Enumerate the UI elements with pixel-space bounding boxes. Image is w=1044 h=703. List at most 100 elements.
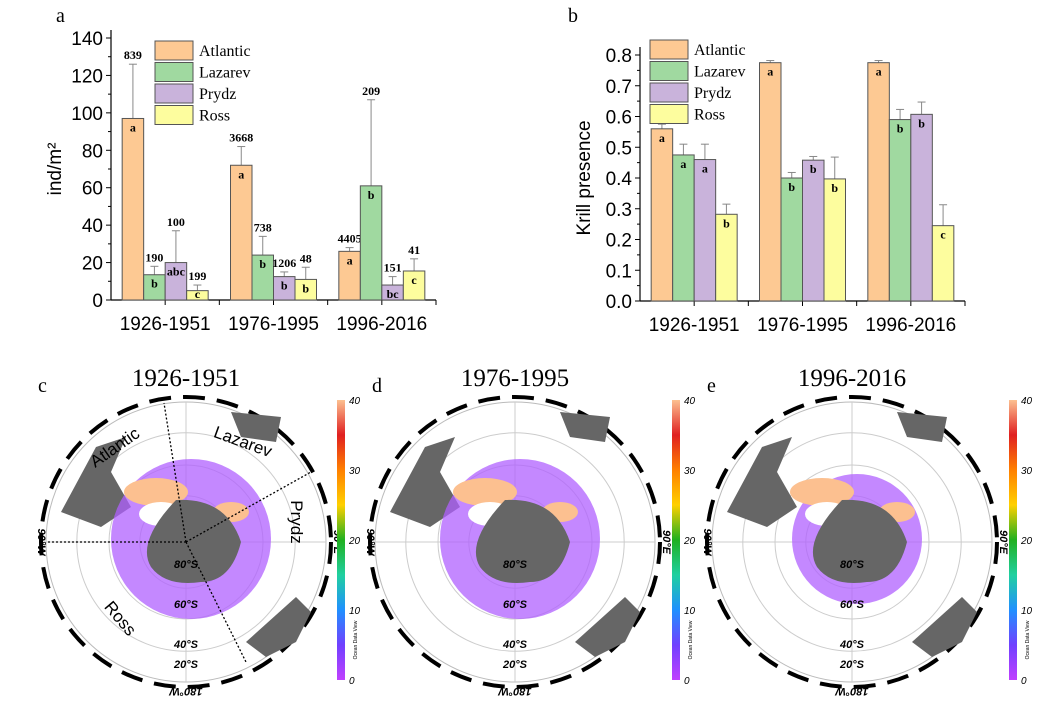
bar-prydz [802, 159, 825, 302]
significance-letter: b [831, 181, 838, 195]
sample-size-label: 190 [145, 250, 163, 264]
label-180w: 180°W [497, 685, 532, 697]
y-tick-label: 60 [82, 179, 103, 200]
y-tick-label: 140 [71, 29, 103, 50]
y-tick-label: 0.8 [606, 46, 632, 67]
map-title: 1976-1995 [461, 365, 569, 392]
bar-prydz [910, 113, 933, 302]
bar-atlantic [121, 117, 145, 301]
odv-credit: Ocean Data View [1025, 620, 1031, 659]
high-density-patch [124, 478, 188, 506]
colorbar-tick-label: 30 [1021, 466, 1033, 477]
colorbar-tick-label: 10 [684, 606, 696, 617]
legend-label: Ross [199, 108, 230, 125]
significance-letter: a [130, 120, 136, 134]
south-america-landmass [61, 437, 131, 527]
significance-letter: c [940, 228, 946, 242]
australia-landmass [912, 597, 977, 657]
bar-atlantic [759, 62, 782, 302]
bar-ross [715, 213, 738, 302]
legend-swatch-ross [649, 104, 689, 124]
colorbar-tick-label: 30 [349, 466, 361, 477]
x-tick-label: 1976-1995 [757, 315, 848, 336]
bar-ross [931, 225, 955, 302]
label-90w: 90°W [701, 528, 713, 557]
sample-size-label: 3668 [229, 131, 253, 145]
y-tick-label: 0.0 [606, 292, 632, 313]
australia-landmass [246, 597, 311, 657]
significance-letter: a [347, 253, 353, 267]
odv-credit: Ocean Data View [688, 620, 694, 659]
colorbar [1009, 400, 1017, 680]
sample-size-label: 4405 [338, 232, 362, 246]
legend-label: Atlantic [199, 43, 251, 60]
bar-ross [402, 270, 426, 301]
bar-lazarev [780, 177, 803, 302]
latitude-label: 80°S [503, 559, 528, 571]
map-title: 1926-1951 [132, 365, 240, 392]
antarctica-landmass [475, 499, 570, 583]
bar-prydz [693, 159, 717, 302]
bar-atlantic [867, 62, 890, 302]
sample-size-label: 839 [124, 48, 142, 62]
panel-label-a: a [56, 5, 65, 27]
y-tick-label: 20 [82, 254, 103, 275]
bar-atlantic [230, 164, 253, 301]
significance-letter: b [259, 257, 266, 271]
legend-label: Atlantic [694, 42, 746, 59]
polar-map-e: 1996-2016 90°W 90°E 180°W 80°S 60°S 40°S 20°S 40… [701, 365, 1033, 697]
sample-size-label: 199 [188, 269, 206, 283]
bar-ross [186, 290, 209, 301]
polar-map-d: 1976-1995 90°W 90°E 180°W 80°S 60°S 40°S 20°S 40… [364, 365, 696, 697]
significance-letter: b [723, 216, 730, 230]
africa-landmass [231, 412, 281, 442]
bar-atlantic [650, 128, 674, 302]
label-90w: 90°W [364, 528, 376, 557]
y-axis-label: Krill presence [574, 120, 595, 235]
significance-letter: b [897, 122, 904, 136]
bar-lazarev [672, 154, 695, 302]
legend-swatch-lazarev [154, 62, 194, 82]
colorbar [672, 400, 680, 680]
africa-landmass [897, 412, 947, 442]
map-title: 1996-2016 [798, 365, 906, 392]
significance-letter: a [238, 167, 244, 181]
y-axis-label: ind/m² [45, 143, 66, 196]
legend-swatch-ross [154, 105, 194, 125]
significance-letter: b [810, 162, 817, 176]
sector-label: Prydz [287, 500, 306, 543]
polar-map-c: 1926-195190°W90°E180°W80°S60°S40°S20°SAt… [35, 365, 361, 697]
latitude-label: 40°S [839, 639, 865, 651]
significance-letter: b [788, 180, 795, 194]
label-90e: 90°E [660, 530, 672, 555]
south-america-landmass [390, 437, 460, 527]
latitude-label: 80°S [840, 559, 865, 571]
bar-ross [294, 278, 317, 301]
y-tick-label: 80 [82, 141, 103, 162]
colorbar-tick-label: 10 [1021, 606, 1033, 617]
sample-size-label: 100 [167, 215, 185, 229]
south-america-landmass [727, 437, 797, 527]
significance-letter: c [411, 273, 417, 287]
latitude-label: 20°S [502, 659, 528, 671]
legend-label: Prydz [694, 85, 731, 102]
panel-label-c: c [38, 375, 47, 397]
legend-label: Lazarev [694, 64, 746, 81]
colorbar-tick-label: 20 [683, 536, 696, 547]
australia-landmass [575, 597, 640, 657]
label-180w: 180°W [834, 685, 869, 697]
bar-chart-a: 0 20 40 60 80 100 120 140 ind/m² 1926-1951 a 839 b 19… [45, 29, 437, 335]
bar-prydz [164, 262, 188, 301]
colorbar-tick-label: 0 [684, 676, 690, 687]
latitude-label: 20°S [839, 659, 865, 671]
sample-size-label: 1206 [272, 256, 296, 270]
antarctica-landmass [146, 499, 241, 583]
panel-label-d: d [372, 375, 382, 397]
colorbar [337, 400, 345, 680]
label-90w: 90°W [35, 528, 47, 557]
y-tick-label: 120 [71, 66, 103, 87]
significance-letter: b [281, 279, 288, 293]
x-tick-label: 1926-1951 [120, 314, 211, 335]
x-tick-label: 1996-2016 [336, 314, 427, 335]
y-tick-label: 0.7 [606, 77, 632, 98]
